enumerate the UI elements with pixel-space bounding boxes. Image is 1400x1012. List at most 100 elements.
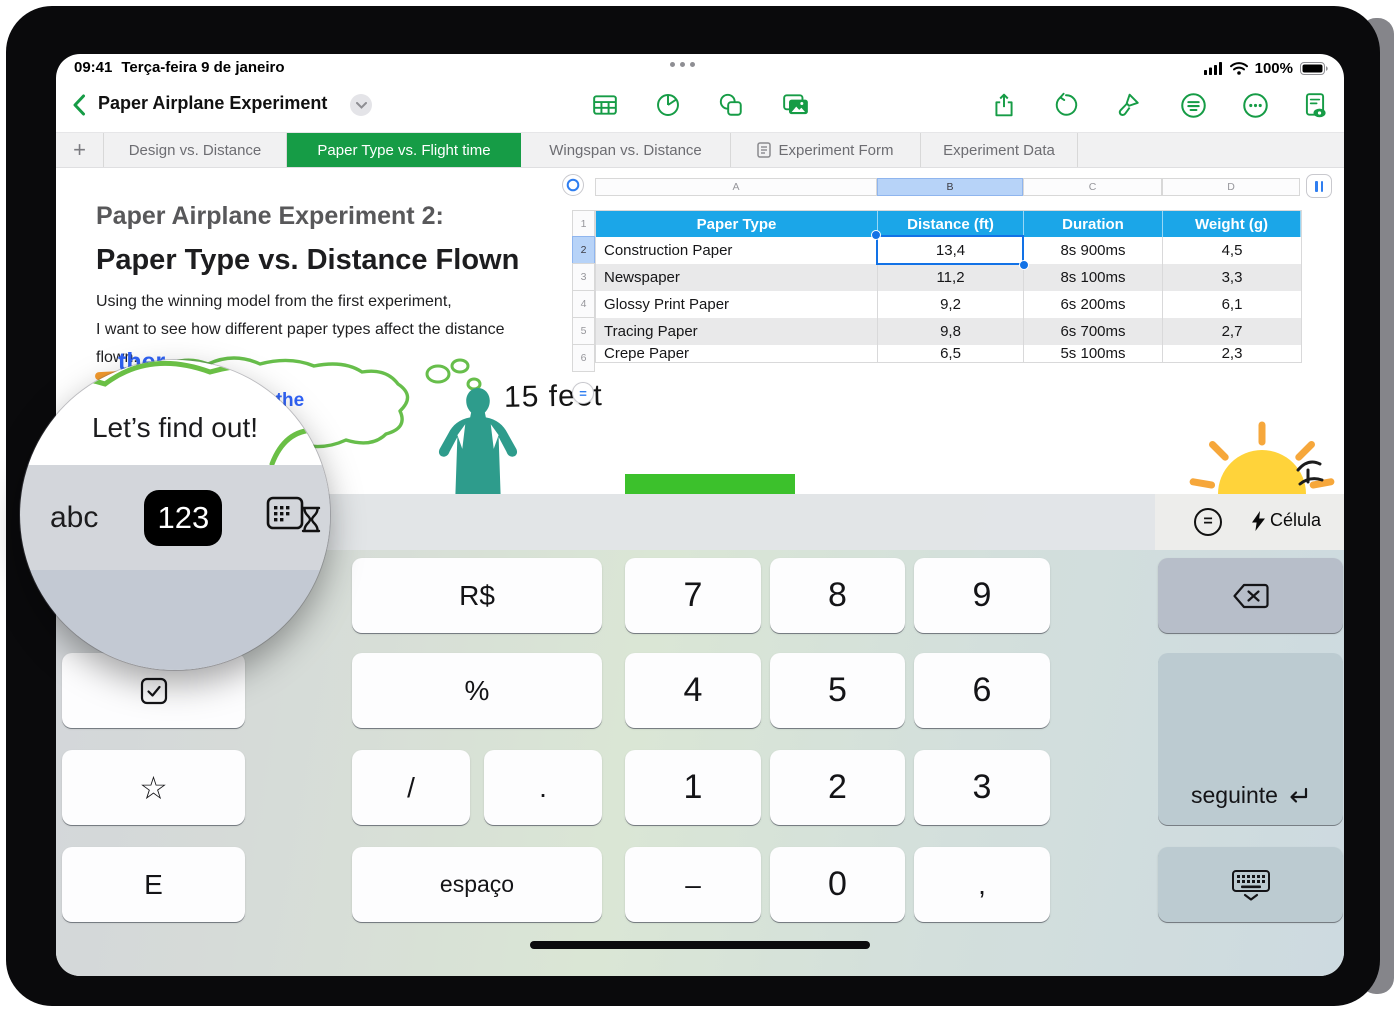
table-cell[interactable]: Crepe Paper [596, 345, 878, 362]
key-7[interactable]: 7 [625, 558, 761, 633]
share-icon[interactable] [990, 91, 1018, 119]
row-header-4[interactable]: 4 [572, 290, 595, 318]
table-cell[interactable]: 6,5 [878, 345, 1024, 362]
sheet-tab-bar: + Design vs. Distance Paper Type vs. Fli… [56, 132, 1344, 168]
table-cell[interactable]: Glossy Print Paper [596, 291, 878, 318]
column-header-b[interactable]: B [877, 178, 1023, 196]
text-options-icon[interactable] [1179, 91, 1207, 119]
column-header-d[interactable]: D [1162, 178, 1300, 196]
key-6[interactable]: 6 [914, 653, 1050, 728]
tab-wingspan-vs-distance[interactable]: Wingspan vs. Distance [521, 133, 731, 167]
table-add-row-handle[interactable]: = [572, 382, 594, 404]
table-cell[interactable]: 2,7 [1163, 318, 1301, 345]
back-icon[interactable] [72, 94, 86, 116]
key-space[interactable]: espaço [352, 847, 602, 922]
battery-percent: 100% [1254, 60, 1293, 77]
table-handle[interactable] [562, 174, 584, 196]
table-cell[interactable]: 5s 100ms [1024, 345, 1163, 362]
table-cell[interactable]: 6s 200ms [1024, 291, 1163, 318]
table-header-cell[interactable]: Paper Type [596, 211, 878, 237]
key-9[interactable]: 9 [914, 558, 1050, 633]
key-dot[interactable]: . [484, 750, 602, 825]
status-bar-left: 09:41 Terça-feira 9 de janeiro [74, 59, 285, 76]
loupe-document-area: Let’s find out! [20, 360, 330, 465]
table-cell[interactable]: 9,8 [878, 318, 1024, 345]
key-slash[interactable]: / [352, 750, 470, 825]
key-2[interactable]: 2 [770, 750, 905, 825]
key-e[interactable]: E [62, 847, 245, 922]
row-header-5[interactable]: 5 [572, 317, 595, 345]
more-icon[interactable] [1241, 91, 1269, 119]
form-icon [757, 142, 772, 158]
table-cell[interactable]: Newspaper [596, 264, 878, 291]
table-cell[interactable]: 8s 100ms [1024, 264, 1163, 291]
key-3[interactable]: 3 [914, 750, 1050, 825]
add-sheet-button[interactable]: + [56, 133, 104, 167]
selection-handle-top[interactable] [871, 230, 881, 240]
home-indicator[interactable] [530, 941, 870, 949]
key-minus[interactable]: – [625, 847, 761, 922]
key-currency[interactable]: R$ [352, 558, 602, 633]
table-cell[interactable]: 8s 900ms [1024, 237, 1163, 264]
table-cell[interactable]: 11,2 [878, 264, 1024, 291]
table-cell-selected[interactable]: 13,4 [878, 237, 1024, 264]
undo-icon[interactable] [1052, 91, 1080, 119]
row-header-1[interactable]: 1 [572, 210, 595, 237]
insert-shape-icon[interactable] [717, 91, 745, 119]
segment-123-button[interactable]: 123 [144, 489, 223, 546]
insert-chart-icon[interactable] [654, 91, 682, 119]
tab-experiment-form[interactable]: Experiment Form [731, 133, 921, 167]
key-comma[interactable]: , [914, 847, 1050, 922]
table-header-cell[interactable]: Weight (g) [1163, 211, 1301, 237]
add-column-handle[interactable] [1306, 174, 1332, 198]
doc-heading-2: Paper Type vs. Distance Flown [96, 244, 520, 276]
insert-table-icon[interactable] [591, 91, 619, 119]
tab-label: Experiment Form [778, 141, 894, 159]
selection-handle-bottom[interactable] [1019, 260, 1029, 270]
document-title[interactable]: Paper Airplane Experiment [98, 93, 328, 113]
table-cell[interactable]: 6s 700ms [1024, 318, 1163, 345]
key-4[interactable]: 4 [625, 653, 761, 728]
table-cell[interactable]: Construction Paper [596, 237, 878, 264]
table-cell[interactable]: 2,3 [1163, 345, 1301, 362]
key-percent[interactable]: % [352, 653, 602, 728]
row-header-2[interactable]: 2 [572, 236, 595, 264]
table-cell[interactable]: 9,2 [878, 291, 1024, 318]
row-header-6[interactable]: 6 [572, 344, 595, 372]
cell-selection-outline [871, 230, 1029, 270]
keyboard-accessory-bar-right [1155, 494, 1344, 550]
column-header-a[interactable]: A [595, 178, 877, 196]
key-next[interactable]: seguinte [1158, 653, 1343, 825]
table-cell[interactable]: 3,3 [1163, 264, 1301, 291]
table-cell[interactable]: Tracing Paper [596, 318, 878, 345]
reading-view-icon[interactable] [1301, 91, 1329, 119]
table-cell[interactable]: 4,5 [1163, 237, 1301, 264]
key-star[interactable]: ☆ [62, 750, 245, 825]
formula-button[interactable]: = [1194, 508, 1222, 536]
cell-action-button[interactable]: Célula [1252, 510, 1321, 531]
tab-paper-type-vs-flight-time[interactable]: Paper Type vs. Flight time [287, 133, 521, 167]
key-1[interactable]: 1 [625, 750, 761, 825]
key-8[interactable]: 8 [770, 558, 905, 633]
handwriting-scribble [1296, 460, 1324, 486]
segment-date-duration-button[interactable] [266, 492, 322, 543]
tab-design-vs-distance[interactable]: Design vs. Distance [104, 133, 287, 167]
format-brush-icon[interactable] [1114, 91, 1142, 119]
multitasking-dots-icon[interactable] [670, 62, 695, 67]
key-5[interactable]: 5 [770, 653, 905, 728]
table-cell[interactable]: 6,1 [1163, 291, 1301, 318]
key-dismiss-keyboard[interactable] [1158, 847, 1343, 922]
key-backspace[interactable] [1158, 558, 1343, 633]
title-menu-chevron-icon[interactable] [350, 94, 372, 116]
column-header-c[interactable]: C [1023, 178, 1162, 196]
tab-experiment-data[interactable]: Experiment Data [921, 133, 1078, 167]
row-header-3[interactable]: 3 [572, 263, 595, 291]
table-header-cell[interactable]: Distance (ft) [878, 211, 1024, 237]
insert-media-icon[interactable] [782, 91, 810, 119]
segment-abc-button[interactable]: abc [50, 500, 99, 534]
key-0[interactable]: 0 [770, 847, 905, 922]
table-header-cell[interactable]: Duration [1024, 211, 1163, 237]
cellular-icon [1203, 62, 1222, 75]
green-bar-drawing [625, 474, 795, 496]
